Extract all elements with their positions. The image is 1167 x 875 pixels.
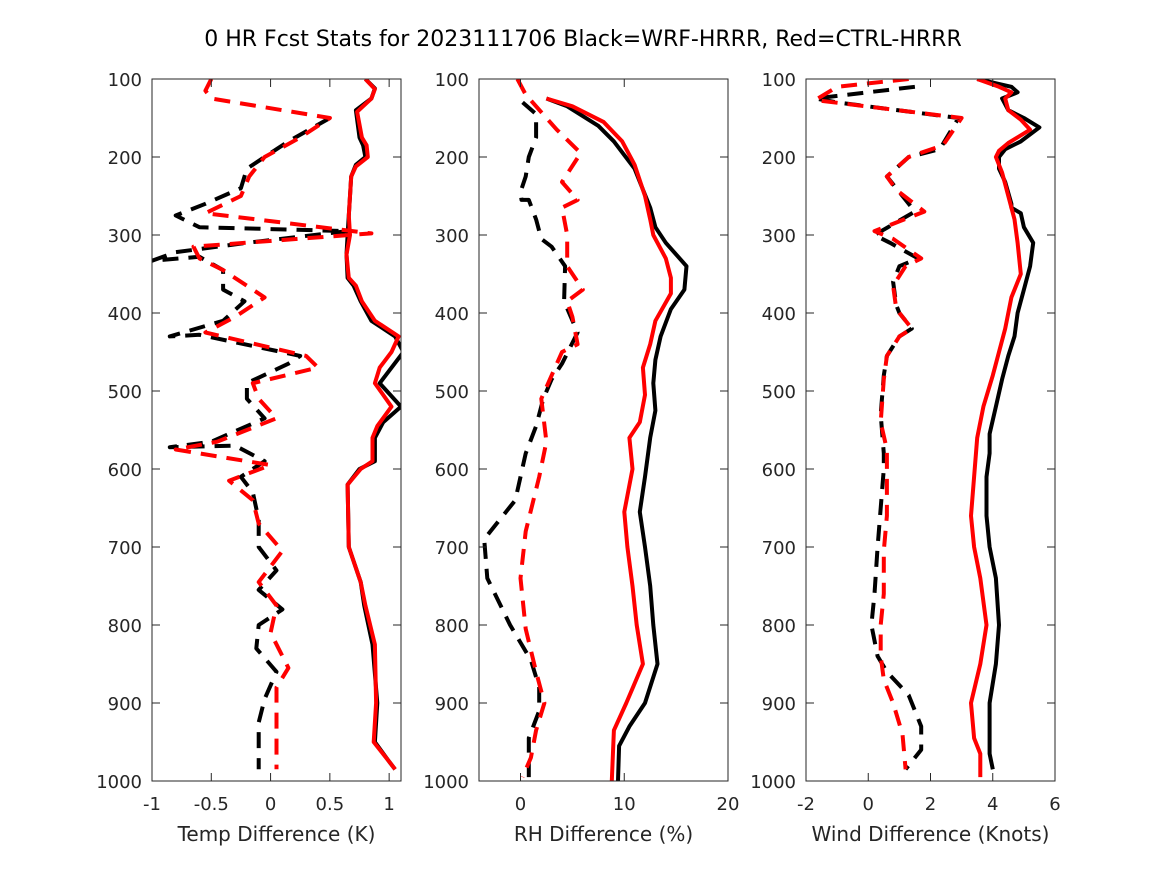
x-tick-label: 0 — [863, 794, 874, 815]
y-tick-label: 500 — [108, 382, 142, 403]
panel-3: 100 200 300 400 500 600 700 800 900 1000-2 0 2 4 6 Win… — [750, 70, 1061, 846]
series-ctrl-hrrr-rmse-solid — [545, 96, 673, 781]
series-wrf-hrrr-bias-dashed — [482, 100, 580, 778]
series-group — [482, 79, 689, 781]
y-tick-label: 300 — [762, 226, 796, 247]
y-tick-label: 100 — [108, 70, 142, 91]
y-tick-label: 300 — [108, 226, 142, 247]
y-tick-label: 200 — [762, 148, 796, 169]
x-tick-label: 20 — [717, 794, 740, 815]
x-tick-label: 6 — [1049, 794, 1060, 815]
y-tick-label: 700 — [762, 538, 796, 559]
series-group — [152, 79, 401, 771]
x-tick-label: -1 — [143, 794, 161, 815]
y-tick-label: 200 — [435, 148, 469, 169]
y-tick-label: 1000 — [750, 772, 796, 793]
x-axis-label: Temp Difference (K) — [177, 822, 376, 846]
series-ctrl-hrrr-bias-dashed — [515, 79, 585, 778]
y-tick-label: 500 — [435, 382, 469, 403]
y-tick-label: 400 — [762, 304, 796, 325]
y-tick-label: 500 — [762, 382, 796, 403]
series-ctrl-hrrr-rmse-solid — [344, 79, 401, 771]
y-tick-label: 200 — [108, 148, 142, 169]
x-tick-label: 2 — [925, 794, 936, 815]
axes-box — [478, 78, 729, 782]
x-tick-label: 10 — [613, 794, 636, 815]
series-ctrl-hrrr-rmse-solid — [969, 79, 1033, 778]
y-tick-label: 900 — [435, 694, 469, 715]
x-tick-label: 4 — [987, 794, 998, 815]
panel-1: 100 200 300 400 500 600 700 800 900 1000-1 -0.5 0 0.… — [96, 70, 402, 846]
panel-2: 100 200 300 400 500 600 700 800 900 1000 0 10 20 RH D… — [423, 70, 739, 846]
y-tick-label: 600 — [762, 460, 796, 481]
y-tick-label: 100 — [762, 70, 796, 91]
y-tick-label: 700 — [108, 538, 142, 559]
y-tick-label: 1000 — [96, 772, 142, 793]
x-tick-label: 1 — [383, 794, 394, 815]
x-axis-label: Wind Difference (Knots) — [812, 822, 1050, 846]
y-tick-label: 700 — [435, 538, 469, 559]
series-ctrl-hrrr-bias-dashed — [813, 79, 964, 770]
y-tick-label: 800 — [762, 616, 796, 637]
figure-title: 0 HR Fcst Stats for 2023111706 Black=WRF… — [204, 27, 962, 52]
y-tick-label: 900 — [762, 694, 796, 715]
series-wrf-hrrr-bias-dashed — [813, 84, 961, 771]
axes-box — [151, 78, 402, 782]
series-wrf-hrrr-rmse-solid — [976, 79, 1042, 770]
series-wrf-hrrr-bias-dashed — [152, 116, 350, 770]
axes-box — [805, 78, 1056, 782]
y-tick-label: 1000 — [423, 772, 469, 793]
x-tick-label: -0.5 — [194, 794, 229, 815]
y-tick-label: 800 — [108, 616, 142, 637]
y-tick-label: 800 — [435, 616, 469, 637]
series-group — [813, 79, 1042, 778]
x-tick-label: 0 — [515, 794, 526, 815]
y-tick-label: 100 — [435, 70, 469, 91]
y-tick-label: 400 — [108, 304, 142, 325]
y-tick-label: 300 — [435, 226, 469, 247]
x-tick-label: 0 — [265, 794, 276, 815]
series-wrf-hrrr-rmse-solid — [545, 96, 689, 781]
y-tick-label: 400 — [435, 304, 469, 325]
y-tick-label: 900 — [108, 694, 142, 715]
x-tick-label: 0.5 — [316, 794, 345, 815]
x-axis-label: RH Difference (%) — [514, 822, 693, 846]
y-tick-label: 600 — [108, 460, 142, 481]
x-tick-label: -2 — [797, 794, 815, 815]
y-tick-label: 600 — [435, 460, 469, 481]
series-ctrl-hrrr-bias-dashed — [173, 79, 374, 770]
